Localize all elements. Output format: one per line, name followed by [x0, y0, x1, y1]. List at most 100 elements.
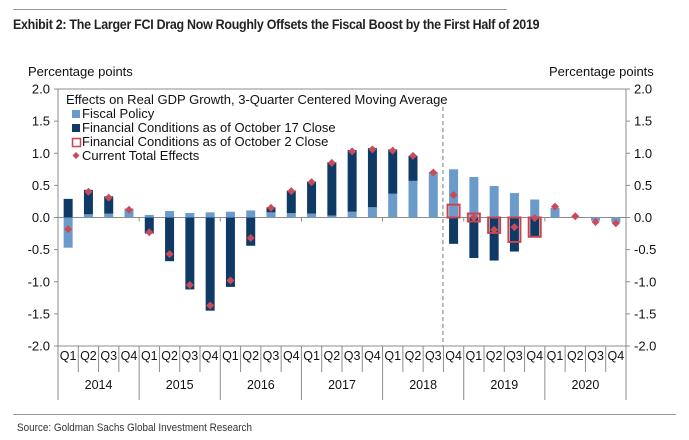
right-y-tick-label: 0.0	[634, 210, 652, 225]
fiscal-policy-bar	[286, 213, 296, 218]
fci-oct17-bar	[246, 217, 256, 246]
bars	[63, 148, 621, 311]
x-tick-label-quarter: Q3	[425, 349, 442, 363]
total-effect-diamond	[368, 145, 377, 154]
x-tick-label-quarter: Q1	[141, 349, 158, 363]
legend-title: Effects on Real GDP Growth, 3-Quarter Ce…	[66, 92, 448, 107]
fci-oct2-outline-box	[507, 216, 522, 243]
x-tick-label-quarter: Q3	[587, 349, 604, 363]
left-y-tick-label: -1.0	[28, 274, 50, 289]
fiscal-policy-bar	[530, 199, 540, 218]
x-tick-label-year: 2014	[85, 378, 113, 392]
axes: 2.0 2.0 1.5 1.5 1.0 1.0 0.5 0.5 0.0 0.0 -0.5 -0.5 -1…	[28, 82, 656, 400]
fci-oct17-bar	[205, 217, 215, 311]
fiscal-policy-bar	[408, 180, 418, 218]
fiscal-policy-bar	[144, 214, 154, 218]
fci-oct2-outline-box	[446, 203, 461, 219]
fiscal-policy-bar	[550, 207, 560, 218]
fiscal-policy-bar	[185, 213, 195, 218]
left-y-tick-label: 1.0	[32, 146, 50, 161]
legend-swatch-fci-oct17	[72, 124, 80, 132]
x-tick-label-quarter: Q1	[384, 349, 401, 363]
total-effect-diamond	[185, 280, 194, 289]
total-effect-diamond	[551, 202, 559, 211]
fci-oct17-bar	[185, 217, 195, 290]
x-tick-label-quarter: Q1	[222, 349, 239, 363]
total-effect-diamond	[226, 276, 235, 285]
fci-oct17-bar	[104, 196, 114, 214]
x-tick-label-quarter: Q2	[567, 349, 584, 363]
left-axis-unit-label: Percentage points	[28, 64, 133, 79]
legend-label-fiscal: Fiscal Policy	[82, 106, 155, 121]
fci-oct17-bar	[347, 150, 357, 212]
fci-oct17-bar	[165, 217, 175, 262]
fiscal-policy-bar	[347, 211, 357, 218]
right-y-tick-label: -1.0	[634, 274, 656, 289]
total-effect-diamond	[510, 223, 519, 232]
x-tick-label-quarter: Q1	[466, 349, 483, 363]
left-y-tick-label: -0.5	[28, 242, 50, 257]
fiscal-policy-bar	[104, 213, 114, 218]
x-tick-label-year: 2020	[572, 378, 600, 392]
fci-oct17-bar	[144, 217, 154, 234]
x-tick-label-year: 2017	[328, 378, 356, 392]
x-tick-label-quarter: Q4	[121, 349, 138, 363]
total-effect-diamond	[409, 151, 417, 160]
source-note: Source: Goldman Sachs Global Investment …	[17, 422, 252, 434]
fci-oct17-bar	[327, 162, 337, 216]
total-effect-diamond	[307, 178, 316, 187]
fiscal-policy-bar	[83, 214, 93, 218]
x-tick-label-quarter: Q4	[608, 349, 625, 363]
total-effect-diamond	[267, 203, 275, 212]
left-y-tick-label: 1.5	[32, 114, 50, 129]
legend-swatch-fiscal	[72, 110, 80, 118]
total-effect-diamond	[429, 168, 438, 177]
right-y-tick-label: 2.0	[634, 82, 652, 97]
total-effect-diamond	[125, 205, 133, 214]
x-tick-label-quarter: Q2	[324, 349, 341, 363]
x-tick-label-quarter: Q2	[242, 349, 259, 363]
total-effect-diamond	[591, 217, 600, 226]
fiscal-policy-bar	[205, 212, 215, 218]
fci-oct17-bar	[449, 217, 459, 244]
fiscal-policy-bar	[489, 186, 499, 218]
x-tick-label-quarter: Q4	[202, 349, 219, 363]
right-y-tick-label: 1.0	[634, 146, 652, 161]
x-tick-label-quarter: Q3	[100, 349, 117, 363]
legend-label-total: Current Total Effects	[82, 148, 200, 163]
x-tick-label-quarter: Q3	[182, 349, 199, 363]
right-y-tick-label: 1.5	[634, 114, 652, 129]
x-tick-label-quarter: Q2	[80, 349, 97, 363]
left-y-tick-label: 2.0	[32, 82, 50, 97]
right-y-tick-label: -2.0	[634, 339, 656, 354]
x-tick-label-quarter: Q4	[364, 349, 381, 363]
legend-label-fci-oct17: Financial Conditions as of October 17 Cl…	[82, 120, 336, 135]
fiscal-policy-bar	[225, 211, 235, 218]
fiscal-policy-bar	[388, 193, 398, 218]
fci-oct17-bar	[83, 189, 93, 215]
right-y-tick-label: 0.5	[634, 178, 652, 193]
total-effect-diamond	[327, 158, 336, 167]
bottom-rule	[13, 414, 676, 415]
fiscal-policy-bar	[469, 177, 479, 218]
x-tick-label-year: 2019	[490, 378, 518, 392]
fci-oct17-bar	[489, 217, 499, 261]
right-y-tick-label: -1.5	[634, 306, 656, 321]
fiscal-policy-bar	[246, 210, 256, 218]
fci-oct17-bar	[530, 217, 540, 237]
right-axis-unit-label: Percentage points	[549, 64, 654, 79]
legend-swatch-fci-oct2	[71, 137, 82, 148]
fci-oct17-bar	[286, 190, 296, 214]
x-tick-label-quarter: Q1	[60, 349, 77, 363]
fiscal-policy-bar	[266, 212, 276, 218]
total-effect-diamond	[388, 146, 397, 155]
x-tick-label-quarter: Q1	[547, 349, 564, 363]
fci-oct17-bar	[63, 198, 73, 218]
total-effect-diamond	[348, 147, 357, 156]
x-tick-label-quarter: Q3	[263, 349, 280, 363]
total-effect-diamond	[165, 250, 174, 259]
fci-oct17-bar	[367, 148, 377, 208]
legend-label-fci-oct2: Financial Conditions as of October 2 Clo…	[82, 134, 328, 149]
fiscal-policy-bar	[509, 193, 519, 218]
x-tick-label-quarter: Q1	[303, 349, 320, 363]
